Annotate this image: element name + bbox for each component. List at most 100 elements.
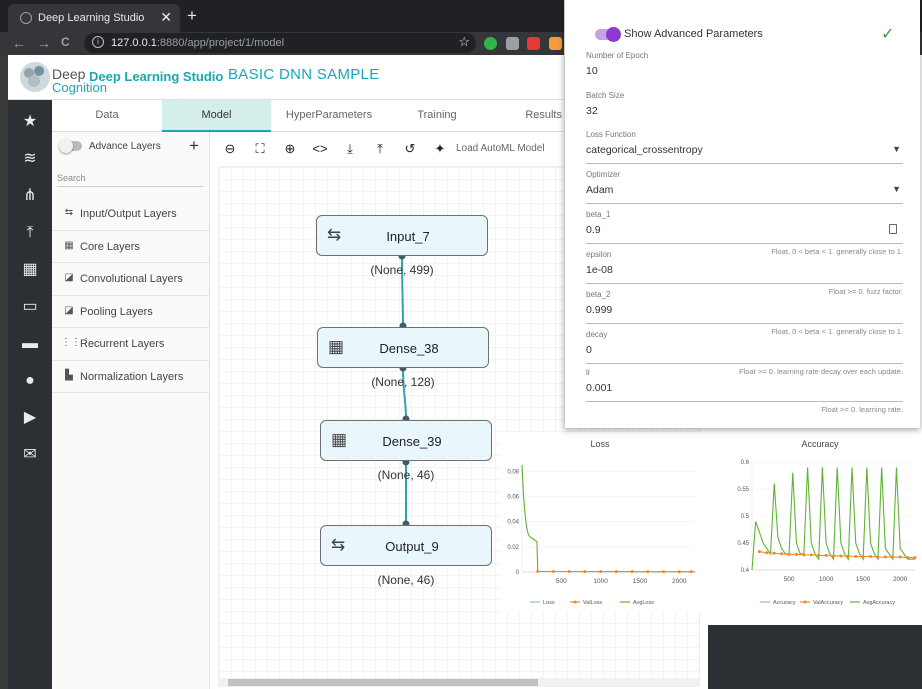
grammarly-extension-icon[interactable]	[484, 37, 497, 50]
field-value[interactable]: Adam	[586, 184, 614, 196]
studio-title: Deep Learning Studio	[89, 69, 224, 84]
field-loss-function[interactable]: Loss Function categorical_crossentropy ▼	[586, 130, 903, 164]
pooling-icon: ◪	[64, 304, 74, 316]
info-icon[interactable]: i	[92, 36, 104, 48]
node-dense-39[interactable]: ▦ Dense_39	[320, 420, 492, 461]
scrollbar-thumb[interactable]	[228, 679, 538, 686]
field-label: Optimizer	[586, 170, 621, 179]
field-decay[interactable]: decay 0 Float >= 0. learning rate decay …	[586, 330, 903, 376]
accuracy-point	[780, 552, 784, 556]
upload-icon[interactable]: ⤒	[26, 224, 34, 241]
advance-layers-toggle[interactable]	[59, 139, 82, 153]
mail-icon[interactable]: ✉	[23, 446, 37, 463]
url-host: 127.0.0.1	[111, 37, 157, 49]
loss-legend-label: Loss	[543, 600, 555, 606]
bookmark-star-icon[interactable]: ☆	[458, 34, 470, 49]
network-icon[interactable]: ⋔	[23, 187, 37, 204]
magic-wand-icon[interactable]: ✦	[434, 141, 446, 156]
add-layer-icon[interactable]: +	[189, 136, 199, 155]
field-value[interactable]: 0.999	[586, 304, 613, 316]
accuracy-point	[787, 552, 791, 556]
tab-training[interactable]: Training	[417, 109, 457, 121]
accuracy-y-tick-label: 0.45	[737, 541, 749, 547]
clipboard-icon[interactable]	[889, 224, 897, 234]
grid-icon[interactable]: ▦	[22, 261, 38, 278]
accuracy-point	[839, 554, 843, 558]
forward-icon[interactable]: →	[37, 35, 51, 51]
tab-results[interactable]: Results	[525, 109, 562, 121]
loss-point	[689, 570, 693, 574]
layer-category-pooling[interactable]: ◪ Pooling Layers	[52, 296, 209, 328]
field-value[interactable]: 0.001	[586, 382, 613, 394]
loss-legend-label: AvgLoss	[633, 600, 654, 606]
code-icon[interactable]: <>	[312, 141, 328, 156]
field-optimizer[interactable]: Optimizer Adam ▼	[586, 170, 903, 204]
browser-tab[interactable]: Deep Learning Studio ✕	[8, 4, 180, 32]
layer-category-core[interactable]: ▦ Core Layers	[52, 231, 209, 263]
close-tab-icon[interactable]: ✕	[160, 9, 172, 25]
layer-category-input-output[interactable]: ⇆ Input/Output Layers	[52, 198, 209, 231]
accuracy-point	[772, 551, 776, 555]
layer-category-convolutional[interactable]: ◪ Convolutional Layers	[52, 263, 209, 296]
new-tab-icon[interactable]: +	[187, 6, 197, 25]
address-bar[interactable]: i 127.0.0.1:8880/app/project/1/model ☆	[84, 33, 476, 53]
zoom-in-icon[interactable]: ⊕	[284, 141, 296, 156]
accuracy-point	[824, 553, 828, 557]
database-icon[interactable]: ≋	[23, 150, 37, 167]
layer-category-recurrent[interactable]: ⋮⋮⋮ Recurrent Layers	[52, 328, 209, 361]
field-beta-1[interactable]: beta_1 0.9 Float, 0 < beta < 1. generall…	[586, 210, 903, 256]
node-dense-38[interactable]: ▦ Dense_38	[317, 327, 489, 368]
upload-model-icon[interactable]: ⤒	[377, 141, 383, 156]
tab-data[interactable]: Data	[95, 109, 119, 121]
window-edge	[0, 55, 8, 689]
history-icon[interactable]: ↺	[404, 141, 416, 156]
field-epsilon[interactable]: epsilon 1e-08 Float >= 0. fuzz factor.	[586, 250, 903, 296]
accuracy-y-tick-label: 0.4	[741, 568, 750, 574]
loss-y-tick-label: 0	[516, 570, 520, 576]
download-extension-icon[interactable]	[506, 37, 519, 50]
load-automl-button[interactable]: Load AutoML Model	[456, 143, 545, 154]
tab-model[interactable]: Model	[162, 100, 271, 132]
chat-icon[interactable]: ●	[25, 372, 35, 389]
field-value[interactable]: 0.9	[586, 224, 601, 236]
dropdown-caret-icon[interactable]: ▼	[892, 144, 901, 154]
layer-search-input[interactable]	[57, 169, 203, 187]
folder-icon[interactable]: ▭	[22, 298, 38, 315]
canvas-horizontal-scrollbar[interactable]	[218, 678, 700, 687]
url-path: :8880/app/project/1/model	[156, 37, 285, 49]
red-extension-icon[interactable]	[527, 37, 540, 50]
field-batch-size[interactable]: Batch Size 32	[586, 91, 903, 117]
field-lr[interactable]: lr 0.001 Float >= 0. learning rate.	[586, 368, 903, 414]
loss-point	[646, 570, 650, 574]
field-underline	[586, 283, 903, 284]
node-output-9[interactable]: ⇆ Output_9	[320, 525, 492, 566]
zoom-out-icon[interactable]: ⊖	[224, 141, 236, 156]
field-value[interactable]: 32	[586, 105, 598, 117]
loss-y-tick-label: 0.06	[507, 494, 519, 500]
brand-deep: Deep	[52, 66, 86, 82]
show-advanced-toggle[interactable]	[595, 27, 621, 42]
field-beta-2[interactable]: beta_2 0.999 Float, 0 < beta < 1. genera…	[586, 290, 903, 336]
fit-screen-icon[interactable]: ⛶	[255, 141, 265, 156]
field-epochs[interactable]: Number of Epoch 10	[586, 51, 903, 77]
field-value[interactable]: 10	[586, 65, 598, 77]
field-value[interactable]: 0	[586, 344, 592, 356]
video-icon[interactable]: ▶	[23, 409, 37, 426]
field-value[interactable]: 1e-08	[586, 264, 613, 276]
laptop-icon[interactable]: ▬	[22, 335, 38, 352]
tab-hyperparameters[interactable]: HyperParameters	[285, 109, 373, 121]
fox-extension-icon[interactable]	[549, 37, 562, 50]
node-shape: (None, 128)	[371, 375, 435, 389]
core-layer-icon: ▦	[64, 239, 74, 251]
reload-icon[interactable]: C	[61, 35, 70, 49]
dashboard-icon[interactable]: ★	[22, 113, 38, 130]
field-value[interactable]: categorical_crossentropy	[586, 144, 703, 156]
check-icon[interactable]: ✓	[881, 26, 895, 43]
layer-category-normalization[interactable]: ▙ Normalization Layers	[52, 361, 209, 393]
accuracy-legend-marker	[803, 600, 807, 604]
accuracy-x-tick-label: 2000	[893, 576, 908, 583]
back-icon[interactable]: ←	[12, 35, 26, 51]
dropdown-caret-icon[interactable]: ▼	[892, 184, 901, 194]
download-icon[interactable]: ⤓	[347, 141, 353, 156]
node-input-7[interactable]: ⇆ Input_7	[316, 215, 488, 256]
